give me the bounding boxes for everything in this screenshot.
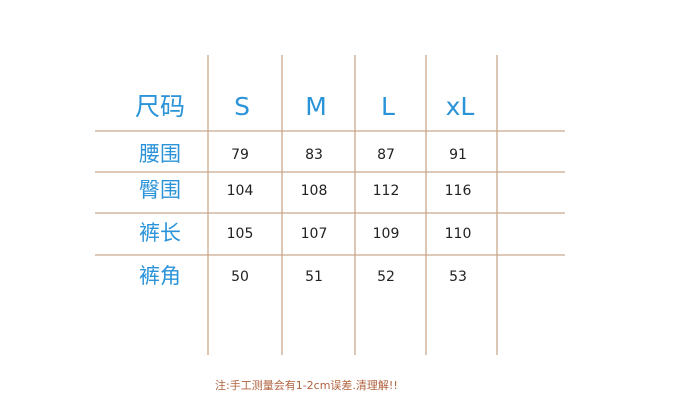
value-cell: 91 (449, 147, 467, 163)
header-cell: M (305, 92, 327, 121)
value-cell: 105 (227, 226, 254, 242)
row-label: 裤长 (139, 221, 181, 245)
value-cell: 79 (231, 147, 249, 163)
header-cell: S (234, 92, 250, 121)
row-label: 腰围 (139, 142, 181, 166)
row-label: 臀围 (139, 178, 181, 202)
row-label: 裤角 (139, 264, 181, 288)
value-cell: 104 (227, 183, 254, 199)
value-cell: 109 (373, 226, 400, 242)
value-cell: 112 (373, 183, 400, 199)
value-cell: 87 (377, 147, 395, 163)
value-cell: 110 (445, 226, 472, 242)
value-cell: 108 (301, 183, 328, 199)
value-cell: 107 (301, 226, 328, 242)
value-cell: 53 (449, 269, 467, 285)
grid (95, 55, 565, 355)
note: 注:手工测量会有1-2cm误差.清理解!! (215, 378, 398, 392)
value-cell: 51 (305, 269, 323, 285)
value-cell: 52 (377, 269, 395, 285)
value-cell: 50 (231, 269, 249, 285)
value-cell: 83 (305, 147, 323, 163)
header-cell: L (381, 92, 395, 121)
value-cell: 116 (445, 183, 472, 199)
header-cell: 尺码 (135, 92, 185, 121)
header-cell: xL (446, 92, 475, 121)
